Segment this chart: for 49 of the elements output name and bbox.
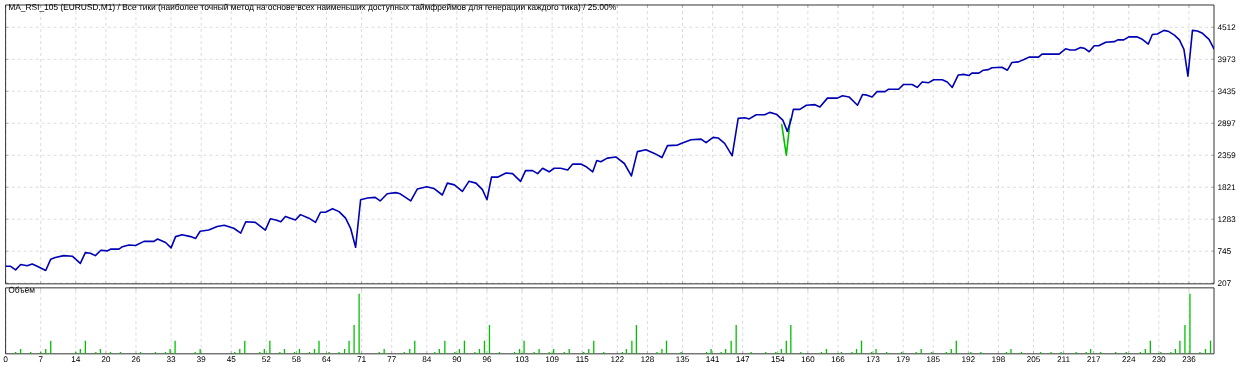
x-tick-label: 45: [226, 356, 236, 363]
chart-title: Объём: [8, 286, 35, 293]
x-tick-label: 122: [611, 356, 624, 363]
x-tick-label: 7: [38, 356, 43, 363]
x-tick-label: 198: [992, 356, 1005, 363]
x-tick-label: 230: [1152, 356, 1166, 363]
x-tick-label: 0: [3, 356, 8, 363]
x-tick-label: 185: [927, 356, 940, 363]
x-tick-label: 211: [1057, 356, 1070, 363]
x-tick-label: 33: [166, 356, 176, 363]
x-tick-label: 179: [896, 356, 910, 363]
x-tick-label: 217: [1087, 356, 1101, 363]
x-tick-label: 192: [962, 356, 975, 363]
x-tick-label: 205: [1027, 356, 1040, 363]
x-tick-label: 77: [387, 356, 396, 363]
x-tick-label: 128: [641, 356, 654, 363]
chart-title: MA_RSI_105 (EURUSD,M1) / Все тики (наиболее точный метод на основе всех наименьших доступных таймфреймов для генерации каждого тика) / 25.00%: [9, 3, 616, 12]
x-tick-label: 236: [1182, 356, 1196, 363]
y-tick-label: 1821: [1218, 184, 1236, 191]
x-tick-label: 14: [71, 356, 81, 363]
x-tick-label: 224: [1122, 356, 1136, 363]
x-tick-label: 141: [706, 356, 720, 363]
y-tick-label: 2359: [1217, 152, 1236, 159]
x-tick-label: 52: [262, 356, 271, 363]
y-tick-label: 3973: [1217, 56, 1236, 63]
y-tick-label: 4512: [1217, 24, 1236, 31]
y-tick-label: 745: [1217, 248, 1231, 255]
y-tick-label: 3435: [1217, 88, 1236, 95]
x-tick-label: 64: [322, 356, 331, 363]
x-tick-label: 84: [422, 356, 432, 363]
x-tick-label: 135: [676, 356, 689, 363]
x-tick-label: 147: [736, 356, 750, 363]
x-tick-label: 173: [866, 356, 880, 363]
x-tick-label: 109: [545, 356, 559, 363]
x-tick-label: 115: [576, 356, 589, 363]
x-tick-label: 20: [101, 356, 111, 363]
x-tick-label: 103: [515, 356, 529, 363]
x-tick-label: 39: [196, 356, 206, 363]
x-tick-label: 90: [452, 356, 462, 363]
x-tick-label: 154: [771, 356, 785, 363]
y-tick-label: 1283: [1218, 216, 1236, 223]
x-tick-label: 160: [801, 356, 815, 363]
x-tick-label: 58: [292, 356, 301, 363]
y-tick-label: 2897: [1217, 120, 1236, 127]
x-tick-label: 26: [131, 356, 141, 363]
x-tick-label: 166: [831, 356, 845, 363]
y-tick-label: 207: [1217, 280, 1231, 287]
x-tick-label: 71: [357, 356, 366, 363]
x-tick-label: 96: [482, 356, 492, 363]
